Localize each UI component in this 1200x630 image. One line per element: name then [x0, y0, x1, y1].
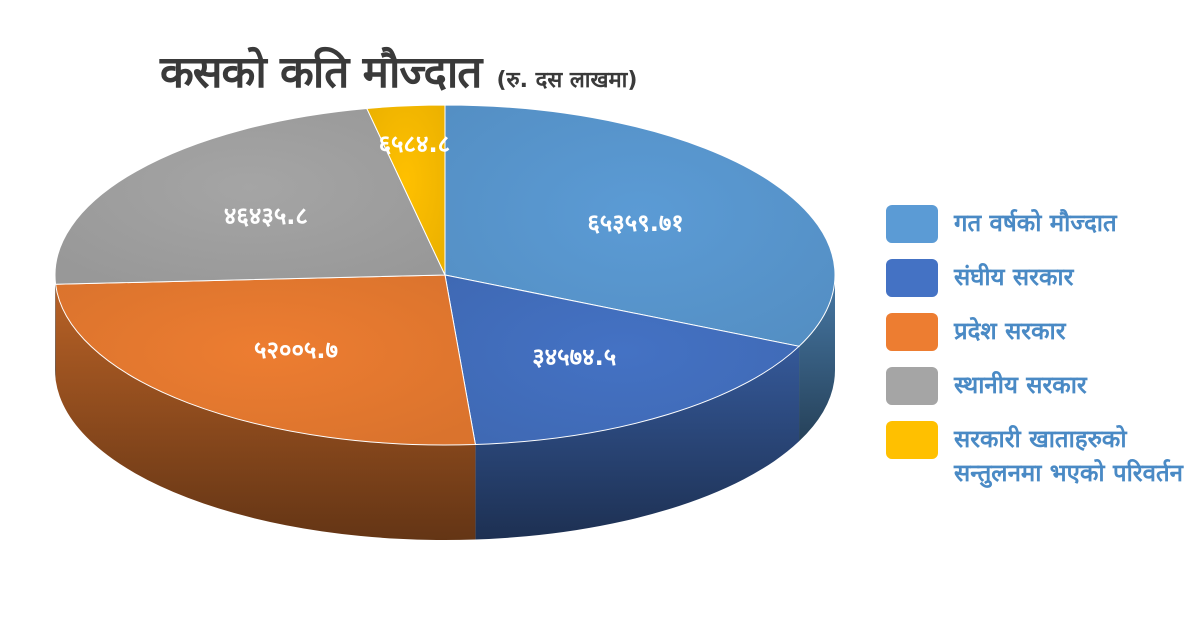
- pie-slice-1: [444, 274, 801, 445]
- legend-item: सरकारी खाताहरुको सन्तुलनमा भएको परिवर्तन: [886, 421, 1186, 490]
- legend-swatch: [886, 205, 938, 243]
- legend-label: सरकारी खाताहरुको सन्तुलनमा भएको परिवर्तन: [954, 425, 1183, 487]
- data-label-0: ६५३५९.७१: [587, 209, 683, 237]
- legend-swatch: [886, 421, 938, 459]
- chart-unit: (रु. दस लाखमा): [496, 68, 638, 93]
- pie-data-labels: ६५३५९.७१ ३४५७४.५ ५२००५.७ ४६४३५.८ ६५८४.८: [224, 130, 684, 371]
- legend-item: प्रदेश सरकार: [886, 313, 1186, 351]
- pie-side-walls: [55, 275, 835, 541]
- legend-swatch: [886, 367, 938, 405]
- legend-label: प्रदेश सरकार: [954, 317, 1066, 345]
- data-label-2: ५२००५.७: [254, 336, 338, 364]
- legend-item: संघीय सरकार: [886, 259, 1186, 297]
- pie-slice-4: [366, 104, 446, 276]
- chart-title: कसको कति मौज्दात: [160, 47, 482, 98]
- pie-slice-0: [444, 104, 836, 347]
- pie-slice-2: [55, 274, 477, 446]
- legend-item: गत वर्षको मौज्दात: [886, 205, 1186, 243]
- pie-side-3: [55, 275, 56, 380]
- chart-title-block: कसको कति मौज्दात (रु. दस लाखमा): [160, 40, 637, 100]
- legend-swatch: [886, 313, 938, 351]
- legend-label: गत वर्षको मौज्दात: [954, 209, 1117, 237]
- pie-side-1: [475, 346, 800, 540]
- pie-slice-3: [54, 107, 446, 285]
- pie-top-faces: [54, 104, 836, 446]
- data-label-3: ४६४३५.८: [224, 202, 308, 230]
- legend: गत वर्षको मौज्दात संघीय सरकार प्रदेश सरक…: [886, 205, 1186, 506]
- legend-swatch: [886, 259, 938, 297]
- legend-item: स्थानीय सरकार: [886, 367, 1186, 405]
- legend-label: संघीय सरकार: [954, 263, 1074, 291]
- legend-label: स्थानीय सरकार: [954, 371, 1087, 399]
- data-label-4: ६५८४.८: [379, 130, 451, 158]
- pie-side-0: [799, 275, 835, 442]
- pie-chart: ६५३५९.७१ ३४५७४.५ ५२००५.७ ४६४३५.८ ६५८४.८: [54, 104, 836, 541]
- pie-side-2: [55, 284, 476, 541]
- data-label-1: ३४५७४.५: [532, 343, 616, 371]
